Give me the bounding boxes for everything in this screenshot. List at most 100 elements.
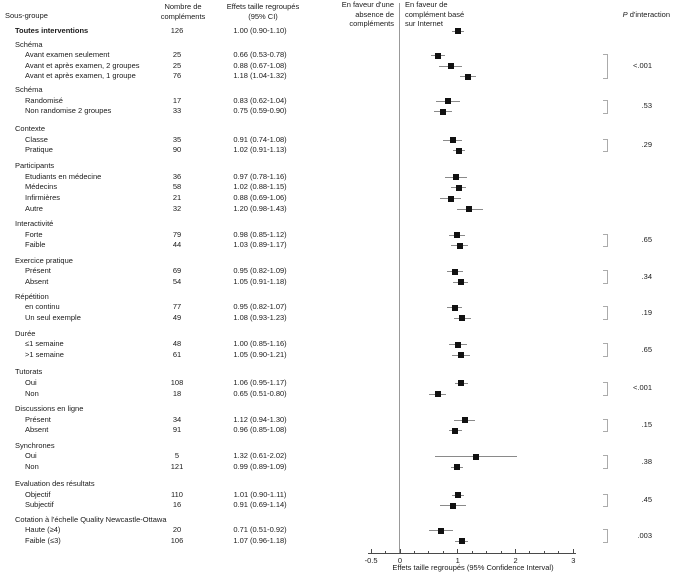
effect-marker bbox=[459, 315, 466, 321]
x-axis-major-tick bbox=[457, 548, 459, 553]
n-value: 90 bbox=[172, 145, 182, 155]
p-value: .45 bbox=[641, 495, 652, 505]
n-value: 79 bbox=[172, 229, 182, 239]
subgroup-label: Absent bbox=[25, 276, 49, 286]
n-value: 5 bbox=[174, 451, 180, 461]
effect-ci-text: 1.20 (0.98-1.43) bbox=[233, 203, 287, 213]
subgroup-label: Interactivité bbox=[15, 219, 54, 229]
subgroup-label: Présent bbox=[25, 414, 51, 424]
effect-marker bbox=[447, 195, 454, 202]
x-axis-minor-tick bbox=[486, 550, 488, 553]
p-value: .65 bbox=[641, 235, 652, 245]
subgroup-label: Oui bbox=[25, 451, 37, 461]
p-bracket bbox=[603, 138, 608, 152]
p-bracket bbox=[603, 306, 608, 320]
subgroup-label: Toutes interventions bbox=[15, 25, 89, 35]
p-value: <.001 bbox=[633, 60, 652, 70]
effect-ci-text: 1.00 (0.90-1.10) bbox=[233, 25, 287, 35]
x-axis-minor-tick bbox=[471, 550, 473, 553]
p-bracket bbox=[603, 270, 608, 284]
effect-ci-text: 0.88 (0.67-1.08) bbox=[233, 60, 287, 70]
p-header-rest: d'interaction bbox=[629, 10, 670, 19]
subgroup-label: Autre bbox=[25, 203, 43, 213]
p-bracket bbox=[603, 233, 608, 247]
effect-ci-text: 0.95 (0.82-1.07) bbox=[233, 302, 287, 312]
subgroup-label: ≤1 semaine bbox=[25, 339, 64, 349]
effect-marker bbox=[458, 380, 465, 386]
subgroup-label: Médecins bbox=[25, 182, 58, 192]
x-axis-tick-label: 0 bbox=[397, 555, 403, 565]
effect-ci-text: 0.71 (0.51-0.92) bbox=[233, 525, 287, 535]
n-value: 77 bbox=[172, 302, 182, 312]
subgroup-label: Oui bbox=[25, 377, 37, 387]
subgroup-label: Tutorats bbox=[15, 366, 43, 376]
column-header-n: Nombre de compléments bbox=[143, 2, 223, 21]
effect-ci-text: 0.91 (0.69-1.14) bbox=[233, 500, 287, 510]
effect-ci-text: 0.97 (0.78-1.16) bbox=[233, 171, 287, 181]
subgroup-label: Synchrones bbox=[15, 440, 55, 450]
effect-ci-text: 1.18 (1.04-1.32) bbox=[233, 71, 287, 81]
n-value: 35 bbox=[172, 134, 182, 144]
effect-ci-text: 0.98 (0.85-1.12) bbox=[233, 229, 287, 239]
n-value: 69 bbox=[172, 266, 182, 276]
effect-marker bbox=[438, 527, 445, 534]
effect-ci-text: 0.91 (0.74-1.08) bbox=[233, 134, 287, 144]
n-value: 17 bbox=[172, 95, 182, 105]
subgroup-label: Avant et après examen, 1 groupe bbox=[25, 71, 136, 81]
favor-right-line3: sur Internet bbox=[405, 19, 443, 29]
x-axis-tick-label: 3 bbox=[571, 555, 576, 565]
effect-ci-text: 1.01 (0.90-1.11) bbox=[233, 489, 287, 499]
n-value: 121 bbox=[170, 461, 184, 471]
x-axis-minor-tick bbox=[385, 550, 387, 553]
effect-marker bbox=[451, 268, 458, 275]
n-value: 91 bbox=[172, 425, 182, 435]
effect-marker bbox=[449, 502, 456, 509]
x-axis-major-tick bbox=[572, 548, 574, 553]
p-value: .38 bbox=[641, 456, 652, 466]
effect-marker bbox=[466, 206, 473, 212]
subgroup-label: Participants bbox=[15, 161, 55, 171]
favor-left-line2: absence de bbox=[355, 9, 394, 19]
effect-marker bbox=[454, 341, 461, 348]
p-bracket bbox=[603, 381, 608, 396]
subgroup-label: Cotation à l'échelle Quality Newcastle-O… bbox=[15, 514, 167, 524]
effect-ci-text: 1.02 (0.91-1.13) bbox=[233, 145, 287, 155]
x-axis-minor-tick bbox=[413, 550, 415, 553]
subgroup-label: Classe bbox=[25, 134, 48, 144]
p-bracket bbox=[603, 343, 608, 357]
x-axis-major-tick bbox=[370, 548, 372, 553]
effect-marker bbox=[457, 352, 464, 358]
subgroup-label: Discussions en ligne bbox=[15, 403, 84, 413]
subgroup-label: Répétition bbox=[15, 291, 49, 301]
n-value: 21 bbox=[172, 193, 182, 203]
x-axis-minor-tick bbox=[500, 550, 502, 553]
subgroup-label: Haute (≥4) bbox=[25, 525, 61, 535]
zero-reference-line bbox=[399, 3, 400, 553]
n-value: 16 bbox=[172, 500, 182, 510]
subgroup-label: Objectif bbox=[25, 489, 51, 499]
effect-ci-text: 0.99 (0.89-1.09) bbox=[233, 461, 287, 471]
effect-ci-text: 1.00 (0.85-1.16) bbox=[233, 339, 287, 349]
effect-ci-text: 1.05 (0.91-1.18) bbox=[233, 276, 287, 286]
n-value: 110 bbox=[171, 489, 183, 499]
effect-marker bbox=[453, 232, 460, 238]
effect-marker bbox=[447, 63, 454, 69]
n-value: 32 bbox=[172, 203, 182, 213]
subgroup-label: Faible bbox=[25, 240, 46, 250]
subgroup-label: Non bbox=[25, 461, 39, 471]
n-value: 54 bbox=[172, 276, 182, 286]
effect-marker bbox=[455, 184, 462, 191]
n-value: 44 bbox=[172, 240, 182, 250]
effect-ci-text: 1.03 (0.89-1.17) bbox=[233, 240, 287, 250]
p-value: .53 bbox=[641, 101, 652, 111]
subgroup-label: Subjectif bbox=[25, 500, 54, 510]
subgroup-label: Forte bbox=[25, 229, 43, 239]
x-axis-minor-tick bbox=[558, 550, 560, 553]
p-bracket bbox=[603, 529, 608, 543]
subgroup-label: Exercice pratique bbox=[15, 255, 73, 265]
subgroup-label: Randomisé bbox=[25, 95, 63, 105]
effect-marker bbox=[449, 137, 456, 143]
effect-ci-text: 1.06 (0.95-1.17) bbox=[233, 377, 287, 387]
x-axis-minor-tick bbox=[529, 550, 531, 553]
favor-right-line1: En faveur de bbox=[405, 0, 448, 9]
